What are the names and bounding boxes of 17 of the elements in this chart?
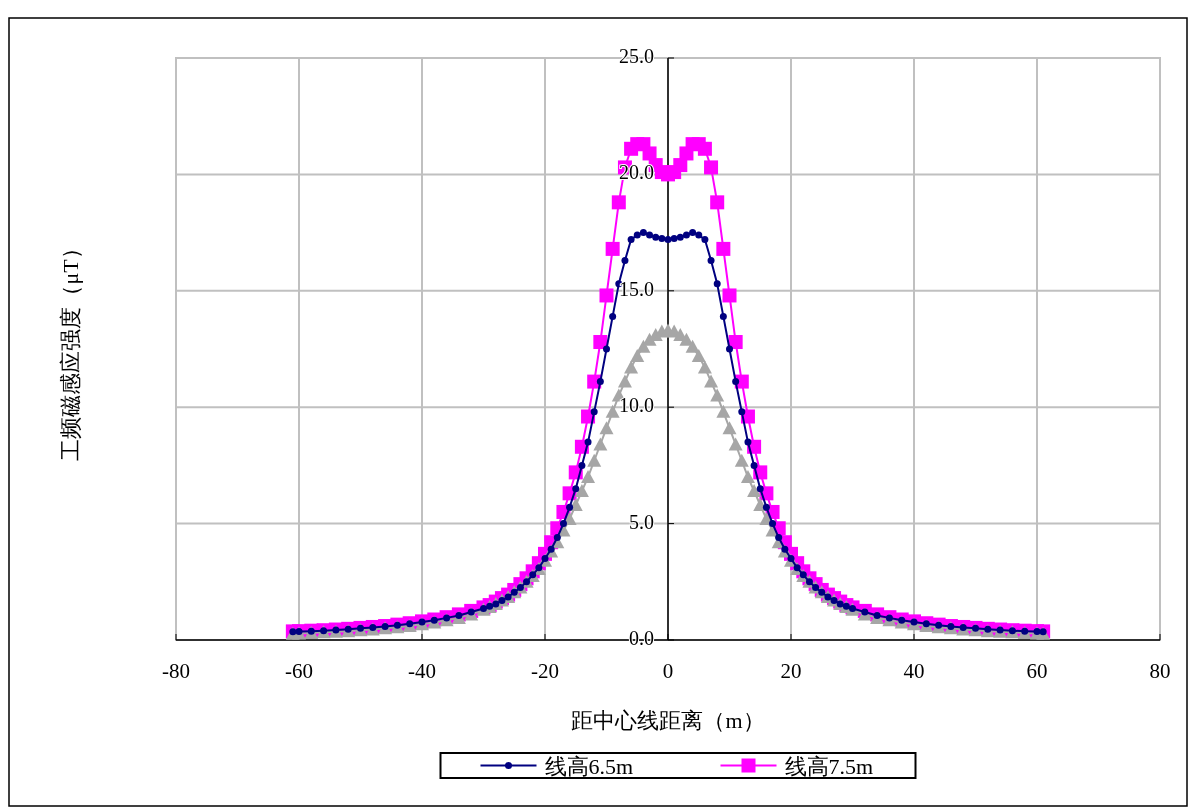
x-tick-label: 60 [1026, 659, 1048, 683]
legend-label: 线高7.5m [784, 754, 874, 779]
y-tick-label: 25.0 [619, 45, 654, 67]
x-tick-label: 20 [780, 659, 802, 683]
legend-label: 线高6.5m [544, 754, 634, 779]
y-axis-title: 工频磁感应强度（μT） [58, 237, 83, 461]
x-tick-label: -80 [162, 659, 190, 683]
x-tick-label: 40 [903, 659, 925, 683]
x-tick-label: 0 [662, 659, 674, 683]
y-tick-label: 5.0 [629, 510, 654, 533]
x-tick-label: 80 [1149, 659, 1171, 683]
x-tick-label: -40 [408, 659, 436, 683]
y-tick-label: 10.0 [619, 394, 654, 417]
y-tick-label: 15.0 [619, 277, 654, 300]
x-axis-title: 距中心线距离（m） [571, 708, 765, 733]
x-tick-label: -20 [531, 659, 559, 683]
x-tick-label: -60 [285, 659, 313, 683]
